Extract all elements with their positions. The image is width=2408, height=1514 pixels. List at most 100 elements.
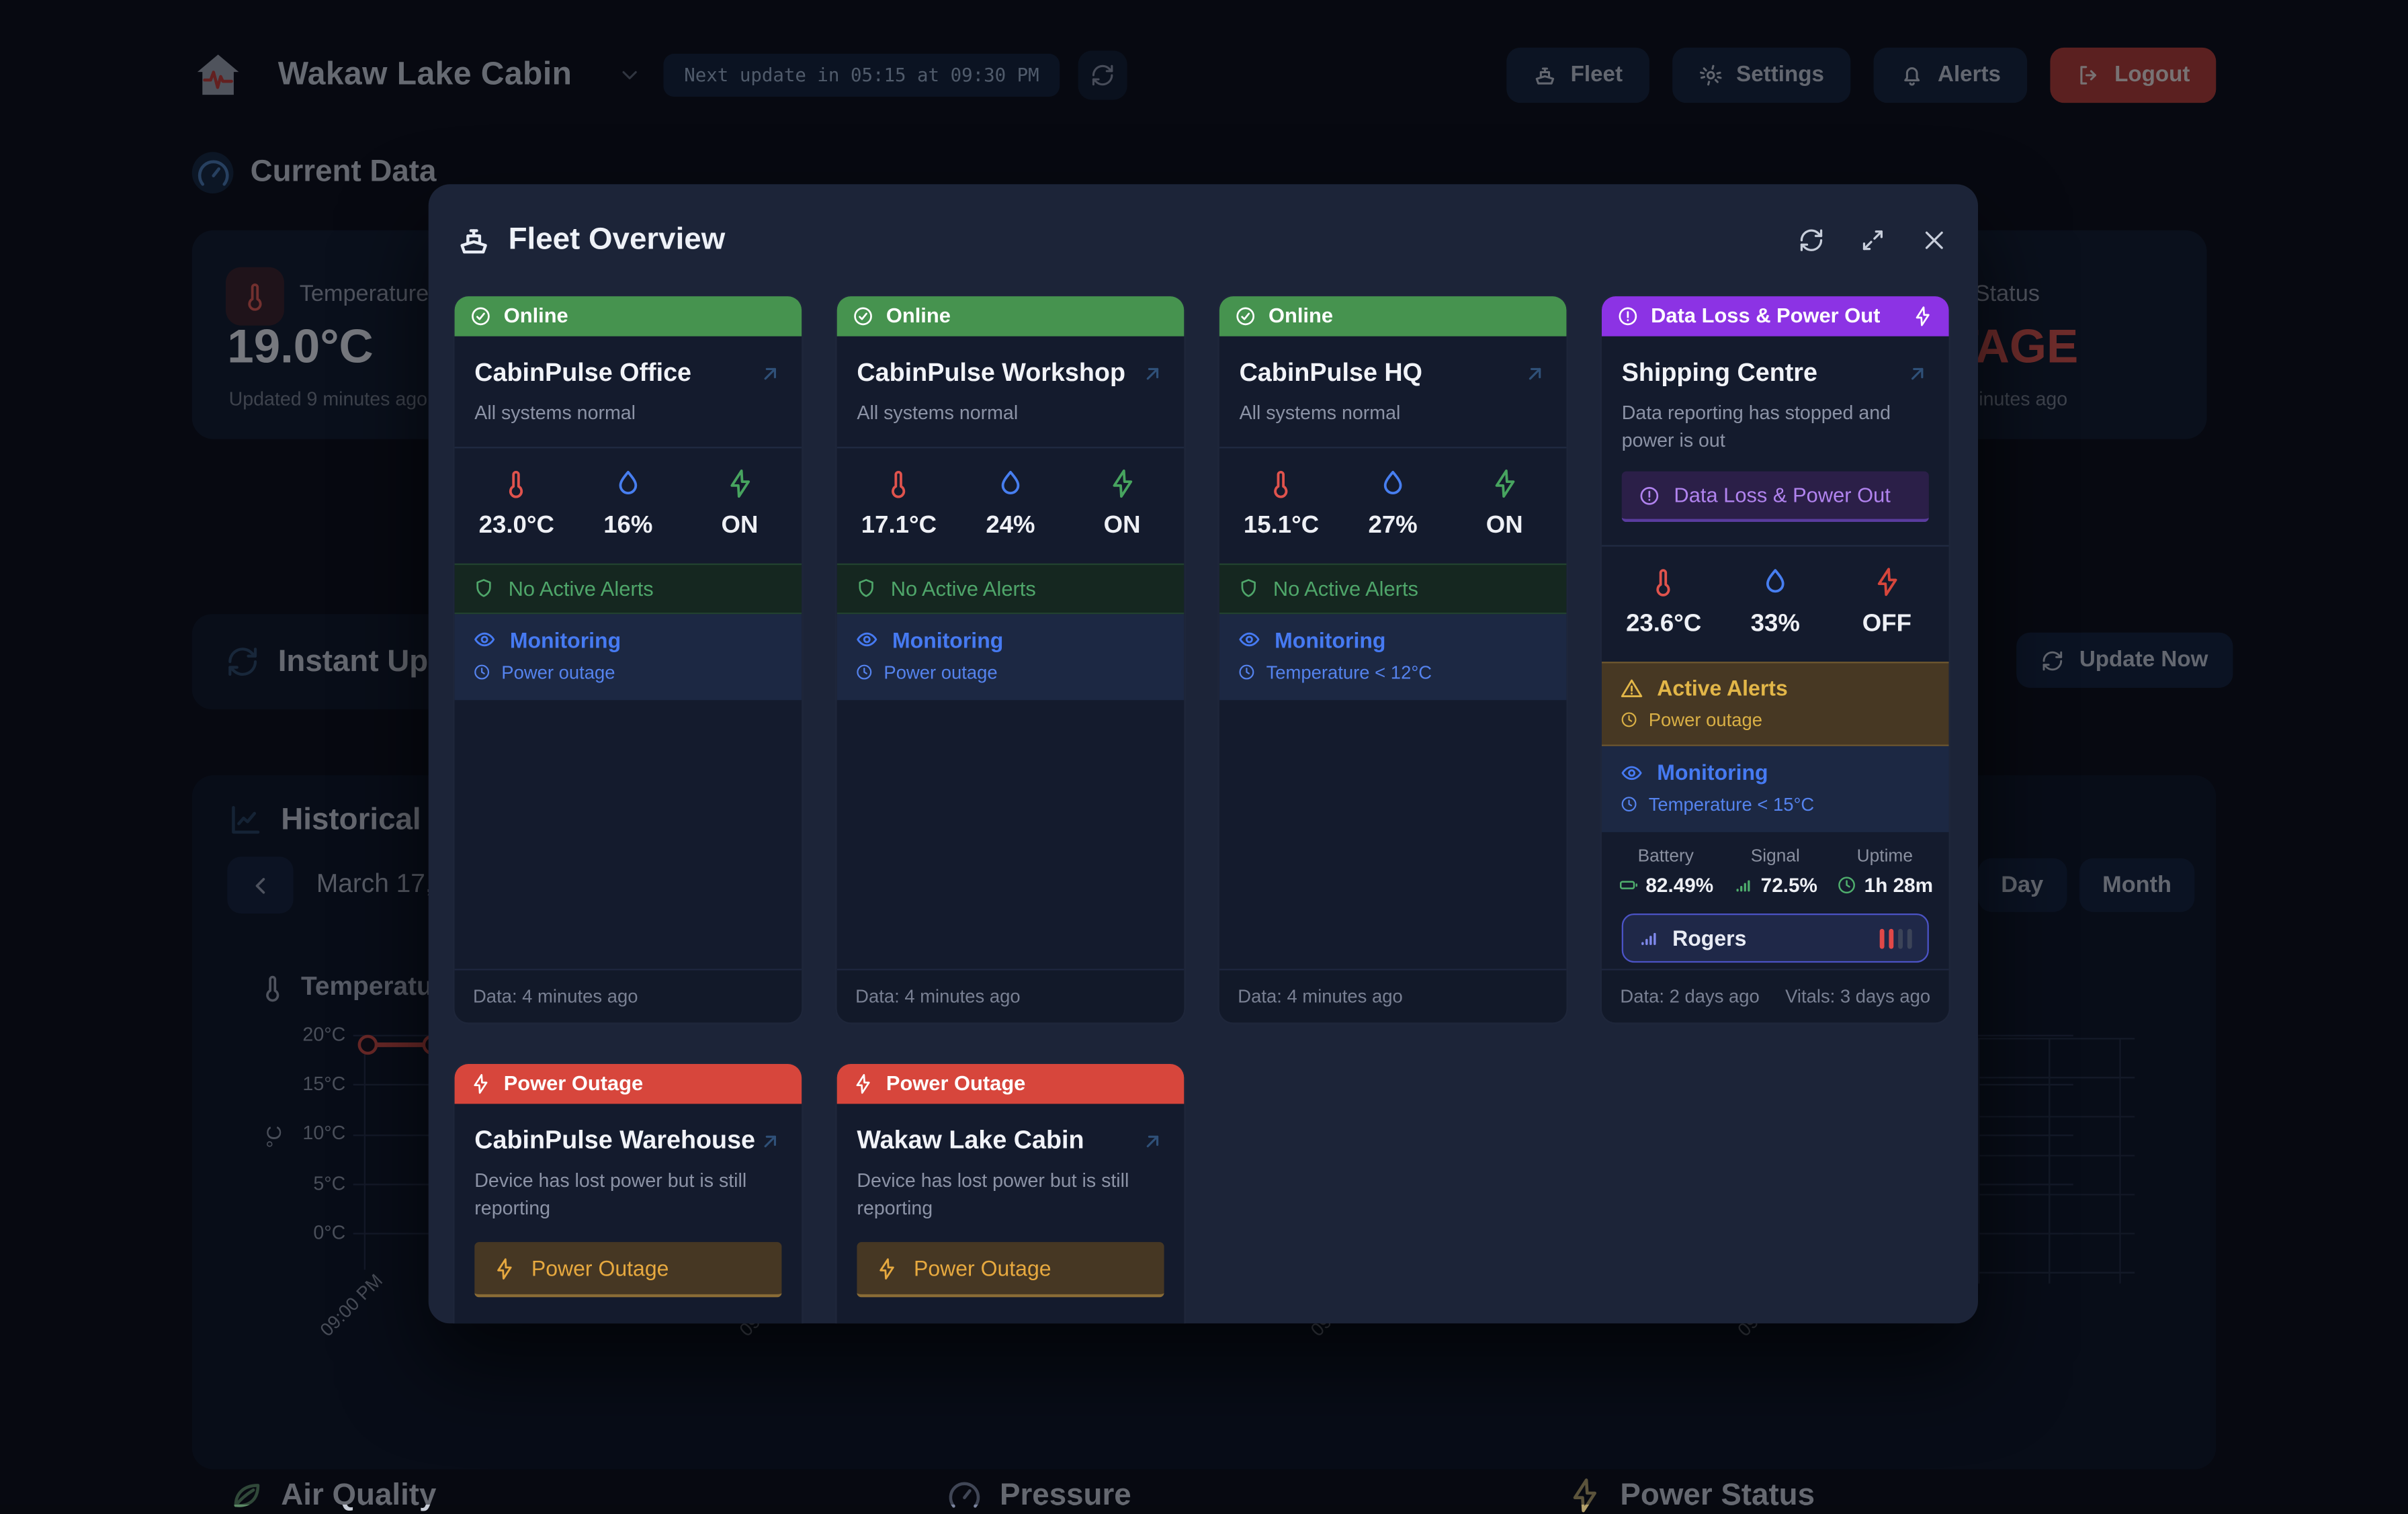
no-active-alerts: No Active Alerts [454, 563, 802, 615]
alert-circle-icon [1617, 305, 1639, 326]
data-age: Data: 4 minutes ago [1238, 985, 1403, 1008]
data-loss-power-out-badge: Data Loss & Power Out [1621, 471, 1929, 523]
warning-triangle-icon [1620, 676, 1643, 699]
device-name: CabinPulse Office [474, 359, 692, 387]
badge-label: Power Outage [531, 1255, 669, 1281]
device-card: Online CabinPulse Office All systems nor… [453, 294, 804, 1024]
device-card: Online CabinPulse Workshop All systems n… [835, 294, 1186, 1024]
shield-icon [1238, 578, 1259, 599]
device-footer: Data: 4 minutes ago [1219, 969, 1567, 1023]
droplet-icon [613, 468, 644, 499]
humidity-value: 16% [603, 513, 653, 539]
check-circle-icon [853, 305, 874, 326]
device-card-grid: Online CabinPulse Office All systems nor… [453, 294, 1950, 1324]
monitoring-condition: Power outage [501, 661, 615, 683]
thermometer-icon [501, 468, 532, 499]
monitoring-condition: Power outage [884, 661, 998, 683]
device-vitals: Battery 82.49% Signal 72.5% Uptime 1h 28m [1602, 832, 1949, 897]
monitoring-label: Monitoring [892, 627, 1004, 653]
data-age: Data: 4 minutes ago [855, 985, 1021, 1008]
droplet-icon [1377, 468, 1408, 499]
eye-icon [1238, 629, 1260, 652]
humidity-value: 27% [1368, 513, 1418, 539]
status-label: Online [1268, 304, 1334, 327]
alerts-label: No Active Alerts [508, 577, 654, 600]
signal-label: Signal [1750, 847, 1800, 866]
status-label: Power Outage [886, 1071, 1026, 1095]
clock-icon [1620, 711, 1637, 729]
droplet-icon [995, 468, 1026, 499]
monitoring-box: Monitoring Temperature < 12°C [1219, 614, 1567, 701]
temperature-value: 17.1°C [861, 513, 937, 539]
carrier-chip: Rogers [1621, 914, 1929, 963]
signal-bars-icon [1639, 928, 1660, 949]
close-icon [1921, 226, 1947, 253]
status-label: Power Outage [503, 1071, 644, 1095]
bolt-icon [724, 468, 755, 499]
monitoring-label: Monitoring [1275, 627, 1386, 653]
modal-title: Fleet Overview [508, 222, 726, 256]
shield-icon [855, 578, 877, 599]
check-circle-icon [1235, 305, 1256, 326]
open-device-icon[interactable] [1141, 362, 1164, 385]
bolt-icon [470, 1073, 491, 1094]
device-message: All systems normal [474, 402, 636, 424]
carrier-name: Rogers [1672, 926, 1747, 950]
status-label: Online [503, 304, 568, 327]
fleet-overview-modal: Fleet Overview Online CabinPulse Office … [428, 184, 1979, 1324]
battery-label: Battery [1637, 847, 1694, 866]
temperature-value: 23.6°C [1626, 611, 1702, 637]
clock-icon [1837, 875, 1857, 895]
bolt-icon [1107, 468, 1137, 499]
modal-close-button[interactable] [1921, 226, 1947, 253]
alerts-label: No Active Alerts [1273, 577, 1418, 600]
humidity-value: 24% [986, 513, 1035, 539]
uptime-value: 1h 28m [1864, 873, 1934, 897]
monitoring-box: Monitoring Temperature < 15°C [1602, 746, 1949, 832]
eye-icon [855, 629, 878, 652]
open-device-icon[interactable] [1906, 362, 1929, 385]
device-message: All systems normal [1239, 402, 1401, 424]
monitoring-label: Monitoring [1657, 760, 1768, 785]
device-stats: 23.6°C 33% OFF [1602, 545, 1949, 662]
battery-icon [1618, 875, 1638, 895]
power-value: ON [721, 513, 759, 539]
active-alerts-label: Active Alerts [1657, 675, 1788, 701]
open-device-icon[interactable] [759, 362, 781, 385]
status-label: Data Loss & Power Out [1651, 304, 1881, 327]
status-bar-data-loss-power-out: Data Loss & Power Out [1602, 296, 1949, 337]
data-age: Data: 2 days ago [1620, 985, 1760, 1008]
power-outage-badge: Power Outage [857, 1242, 1164, 1298]
humidity-value: 33% [1750, 611, 1800, 637]
thermometer-icon [1648, 567, 1679, 598]
active-alerts-condition: Power outage [1648, 709, 1762, 731]
device-name: CabinPulse HQ [1239, 359, 1423, 387]
monitoring-box: Monitoring Power outage [454, 614, 802, 701]
open-device-icon[interactable] [1141, 1130, 1164, 1153]
refresh-icon [1799, 226, 1825, 253]
device-card: Online CabinPulse HQ All systems normal … [1217, 294, 1568, 1024]
uptime-label: Uptime [1856, 847, 1913, 866]
bolt-icon [1912, 305, 1934, 326]
active-alerts-box: Active Alerts Power outage [1602, 662, 1949, 746]
device-name: Wakaw Lake Cabin [857, 1126, 1084, 1155]
bolt-icon [1489, 468, 1520, 499]
check-circle-icon [470, 305, 491, 326]
temperature-value: 15.1°C [1243, 513, 1320, 539]
eye-icon [473, 629, 496, 652]
badge-label: Data Loss & Power Out [1674, 484, 1891, 507]
status-bar-online: Online [836, 296, 1185, 337]
modal-refresh-button[interactable] [1799, 226, 1825, 253]
droplet-icon [1760, 567, 1791, 598]
device-stats: 15.1°C 27% ON [1219, 446, 1567, 564]
device-footer: Data: 4 minutes ago [454, 969, 802, 1023]
eye-icon [1620, 761, 1643, 784]
no-active-alerts: No Active Alerts [1219, 563, 1567, 615]
bolt-icon [853, 1073, 874, 1094]
open-device-icon[interactable] [1523, 362, 1546, 385]
ship-icon [456, 222, 492, 257]
open-device-icon[interactable] [759, 1130, 781, 1153]
clock-icon [473, 664, 490, 681]
modal-expand-button[interactable] [1860, 226, 1886, 253]
device-footer: Data: 2 days ago Vitals: 3 days ago [1602, 969, 1949, 1023]
